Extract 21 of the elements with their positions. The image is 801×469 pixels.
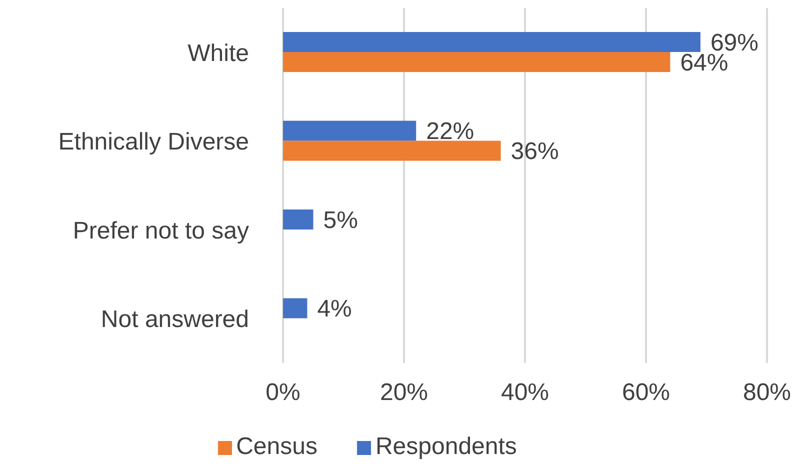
legend-label: Census [236,433,318,460]
bar [283,298,308,318]
y-tick-label: Ethnically Diverse [58,128,249,156]
bar [283,52,670,72]
x-tick-label: 20% [380,379,428,406]
x-tick-label: 40% [500,379,550,406]
data-label: 5% [323,206,358,234]
bar [283,210,314,230]
y-tick-label: White [188,40,249,67]
x-tick-label: 80% [742,379,792,406]
bar [283,140,501,161]
data-label: 4% [317,296,352,323]
y-tick-label: Not answered [100,306,249,334]
bar [283,32,700,52]
data-label: 22% [426,118,474,146]
legend-label: Respondents [375,433,517,460]
y-tick-label: Prefer not to say [72,217,249,244]
x-tick-label: 0% [266,379,300,406]
bar [283,120,416,141]
data-label: 36% [510,138,559,166]
x-tick-label: 60% [622,379,670,406]
